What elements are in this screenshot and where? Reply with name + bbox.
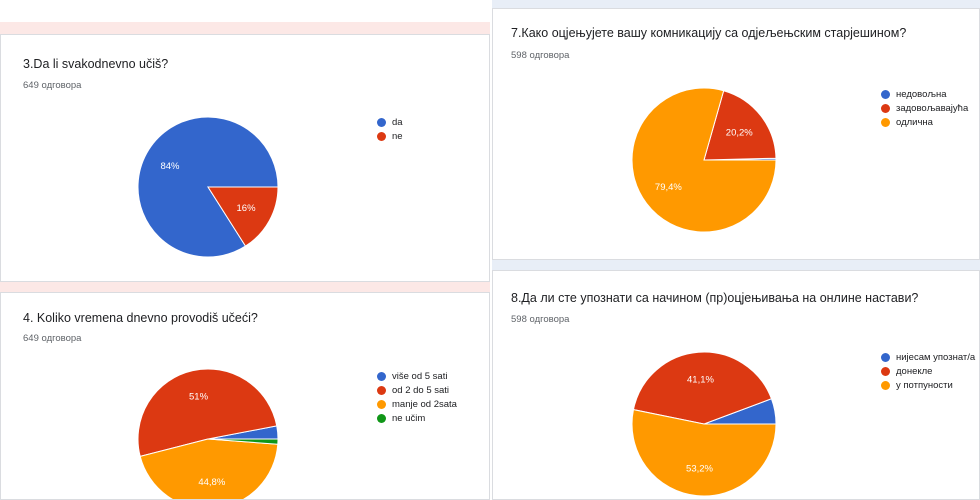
legend-label: нијесам упознат/а bbox=[896, 351, 976, 363]
question-card-3: 3.Da li svakodnevno učiš? 649 одговора 8… bbox=[0, 34, 490, 282]
legend-label: manje od 2sata bbox=[392, 398, 457, 410]
legend-label: одлична bbox=[896, 116, 933, 128]
pie-chart: 84% 16% bbox=[137, 116, 279, 258]
question-title: 3.Da li svakodnevno učiš? bbox=[23, 57, 169, 71]
legend-swatch bbox=[881, 366, 890, 376]
pie-slice-manje-od-2sata bbox=[139, 438, 279, 499]
legend-item-manje-od-2sata: manje od 2sata bbox=[377, 397, 457, 411]
legend-item-da: da bbox=[377, 115, 403, 129]
legend-swatch bbox=[377, 399, 386, 409]
pie-chart: 51% 44,8% bbox=[137, 368, 279, 499]
legend-label: задовољавајућа bbox=[896, 102, 969, 114]
legend-swatch bbox=[377, 385, 386, 395]
question-card-8: 8.Да ли сте упознати са начином (пр)оцје… bbox=[492, 270, 980, 500]
legend-label: da bbox=[392, 116, 403, 128]
legend-swatch bbox=[881, 89, 890, 99]
legend-item-нијесам-упознат-а: нијесам упознат/а bbox=[881, 350, 975, 364]
legend-item-одлична: одлична bbox=[881, 115, 968, 129]
legend-swatch bbox=[377, 371, 386, 381]
legend-swatch bbox=[881, 380, 890, 390]
pie-label-od-2-do-5-sati: 51% bbox=[189, 392, 209, 403]
pie-label-донекле: 41,1% bbox=[687, 374, 714, 385]
response-count: 649 одговора bbox=[23, 80, 82, 91]
pie-slice-ne bbox=[207, 186, 279, 247]
pie-slice-задовољавајућа bbox=[703, 90, 777, 161]
legend: нијесам упознат/а донекле у потпуности bbox=[881, 350, 975, 392]
pie-label-задовољавајућа: 20,2% bbox=[726, 128, 753, 139]
legend-item-задовољавајућа: задовољавајућа bbox=[881, 101, 968, 115]
pie-label-da: 84% bbox=[160, 161, 180, 172]
legend-label: ne učim bbox=[392, 412, 426, 424]
legend-label: недовољна bbox=[896, 88, 947, 100]
middle-divider-left bbox=[0, 282, 490, 292]
legend-item-донекле: донекле bbox=[881, 364, 975, 378]
legend-swatch bbox=[377, 117, 386, 127]
pie-chart: 20,2% 79,4% bbox=[631, 87, 777, 233]
legend-swatch bbox=[881, 117, 890, 127]
legend-label: у потпуности bbox=[896, 379, 953, 391]
middle-separator-right bbox=[492, 260, 980, 270]
legend-item-у-потпуности: у потпуности bbox=[881, 378, 975, 392]
legend-swatch bbox=[881, 352, 890, 362]
pie-label-ne: 16% bbox=[237, 203, 257, 214]
legend: da ne bbox=[377, 115, 403, 143]
legend: više od 5 sati od 2 do 5 sati manje od 2sa… bbox=[377, 369, 457, 425]
response-count: 598 одговора bbox=[511, 314, 570, 325]
legend-item-vi-e-od-5-sati: više od 5 sati bbox=[377, 369, 457, 383]
response-count: 598 одговора bbox=[511, 50, 570, 61]
legend-swatch bbox=[881, 103, 890, 113]
legend-label: ne bbox=[392, 130, 403, 142]
legend: недовољна задовољавајућа одлична bbox=[881, 87, 968, 129]
question-title: 8.Да ли сте упознати са начином (пр)оцје… bbox=[511, 291, 919, 305]
pie-slice-одлична bbox=[631, 87, 777, 233]
question-card-7: 7.Како оцјењујете вашу комникацију са од… bbox=[492, 8, 980, 260]
pie-slice-od-2-do-5-sati bbox=[137, 368, 278, 458]
legend-item-od-2-do-5-sati: od 2 do 5 sati bbox=[377, 383, 457, 397]
pie-label-manje-od-2sata: 44,8% bbox=[198, 477, 225, 488]
legend-item-недовољна: недовољна bbox=[881, 87, 968, 101]
pie-chart: 41,1% 53,2% bbox=[631, 351, 777, 497]
question-card-4: 4. Koliko vremena dnevno provodiš učeći?… bbox=[0, 292, 490, 500]
pie-slice-ne-u-im bbox=[207, 438, 279, 445]
top-divider-left bbox=[0, 22, 490, 34]
pie-slice-донекле bbox=[632, 351, 773, 425]
legend-label: донекле bbox=[896, 365, 933, 377]
legend-swatch bbox=[377, 413, 386, 423]
legend-item-ne-u-im: ne učim bbox=[377, 411, 457, 425]
pie-label-у-потпуности: 53,2% bbox=[686, 463, 713, 474]
legend-swatch bbox=[377, 131, 386, 141]
question-title: 4. Koliko vremena dnevno provodiš učeći? bbox=[23, 311, 258, 325]
question-title: 7.Како оцјењујете вашу комникацију са од… bbox=[511, 26, 907, 40]
top-separator-right bbox=[492, 0, 980, 8]
response-count: 649 одговора bbox=[23, 333, 82, 344]
legend-label: više od 5 sati bbox=[392, 370, 448, 382]
pie-label-одлична: 79,4% bbox=[655, 182, 682, 193]
legend-label: od 2 do 5 sati bbox=[392, 384, 450, 396]
pie-slice-у-потпуности bbox=[631, 409, 777, 497]
legend-item-ne: ne bbox=[377, 129, 403, 143]
